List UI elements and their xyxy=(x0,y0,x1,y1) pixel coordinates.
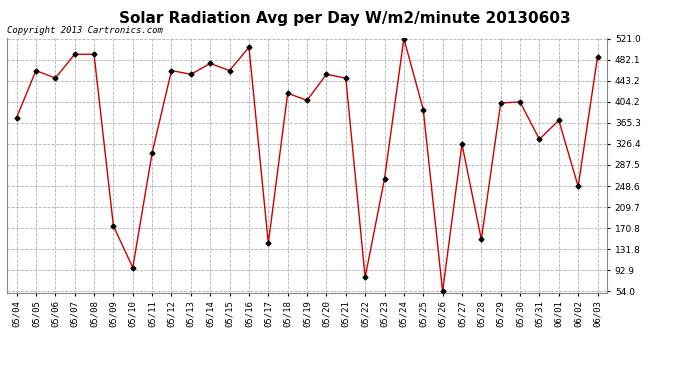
Text: Copyright 2013 Cartronics.com: Copyright 2013 Cartronics.com xyxy=(7,26,163,35)
Text: Solar Radiation Avg per Day W/m2/minute 20130603: Solar Radiation Avg per Day W/m2/minute … xyxy=(119,11,571,26)
